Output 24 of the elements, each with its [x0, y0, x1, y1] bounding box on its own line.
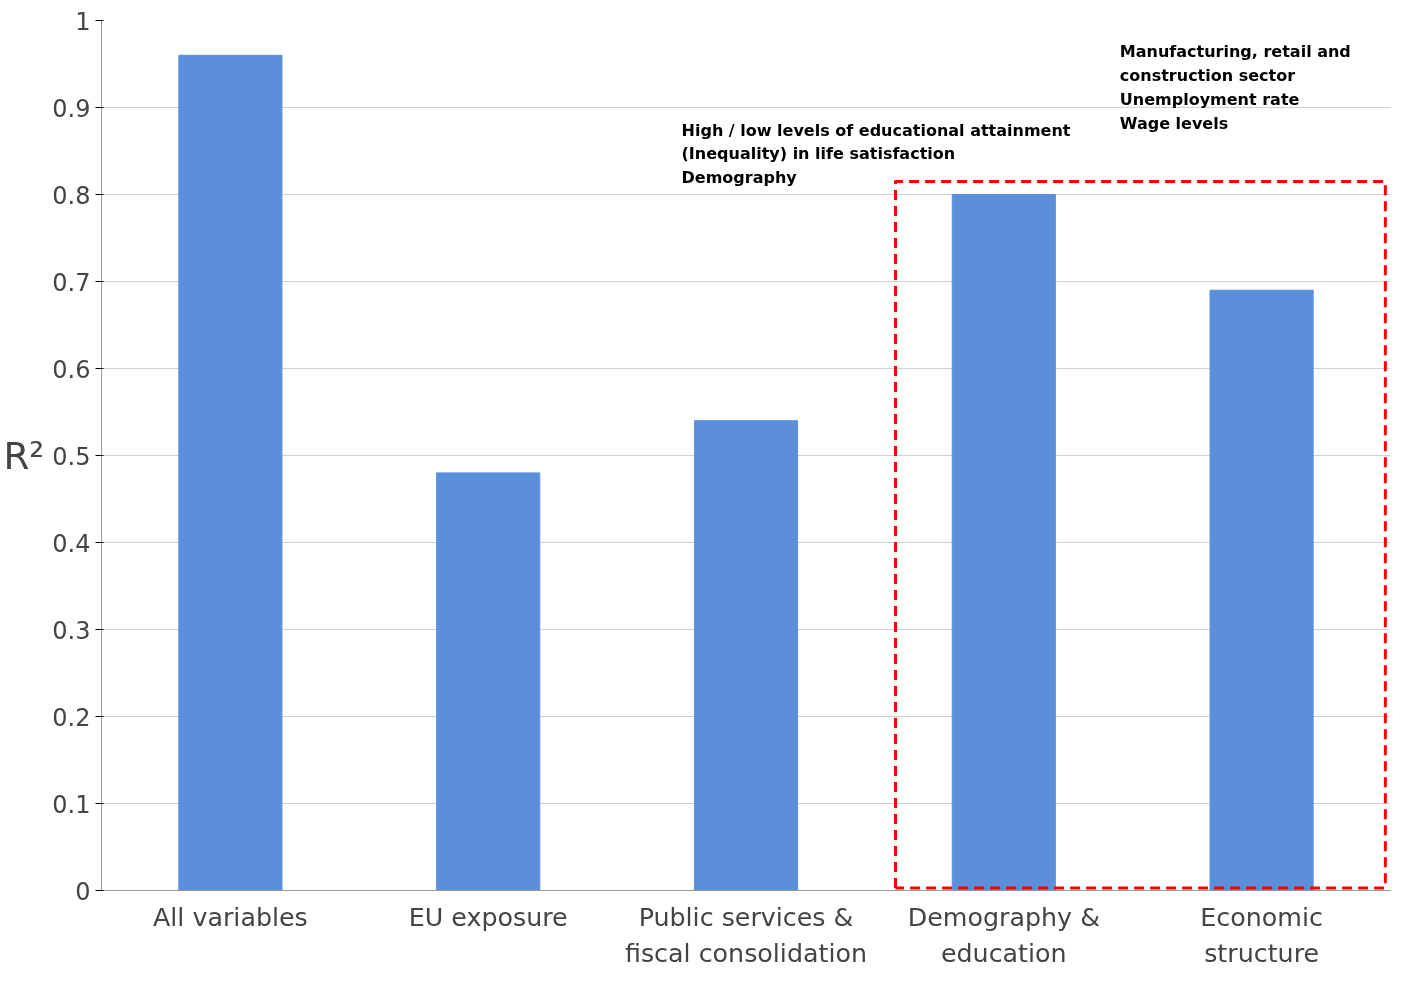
x-tick-label: Economic structure [1200, 901, 1323, 968]
x-tick-label: Demography & education [907, 901, 1100, 968]
y-tick-label: 0.9 [52, 94, 91, 123]
y-tick-label: 0.8 [52, 181, 91, 210]
y-tick-label: 1 [75, 7, 91, 36]
y-tick-label: 0 [75, 877, 91, 906]
bar [436, 472, 541, 891]
x-tick-label: EU exposure [408, 901, 568, 932]
y-tick-label: 0.1 [52, 790, 91, 819]
annotation: High / low levels of educational attainment (Inequality) in life satisfaction Demography [681, 120, 1071, 188]
bar [693, 420, 799, 891]
x-tick-label: All variables [152, 901, 308, 932]
y-axis-title: R² [3, 433, 45, 478]
annotation: Manufacturing, retail and construction sector Unemployment rate Wage levels [1119, 42, 1351, 133]
y-tick-label: 0.4 [52, 529, 91, 558]
bar [1209, 289, 1314, 891]
bar [951, 194, 1056, 891]
y-tick-label: 0.5 [52, 442, 91, 471]
x-tick-label: Public services & fiscal consolidation [624, 901, 868, 968]
y-tick-label: 0.3 [52, 616, 91, 645]
y-tick-label: 0.6 [52, 355, 91, 384]
y-tick-label: 0.2 [52, 703, 91, 732]
bar [178, 54, 283, 891]
y-tick-label: 0.7 [52, 268, 91, 297]
